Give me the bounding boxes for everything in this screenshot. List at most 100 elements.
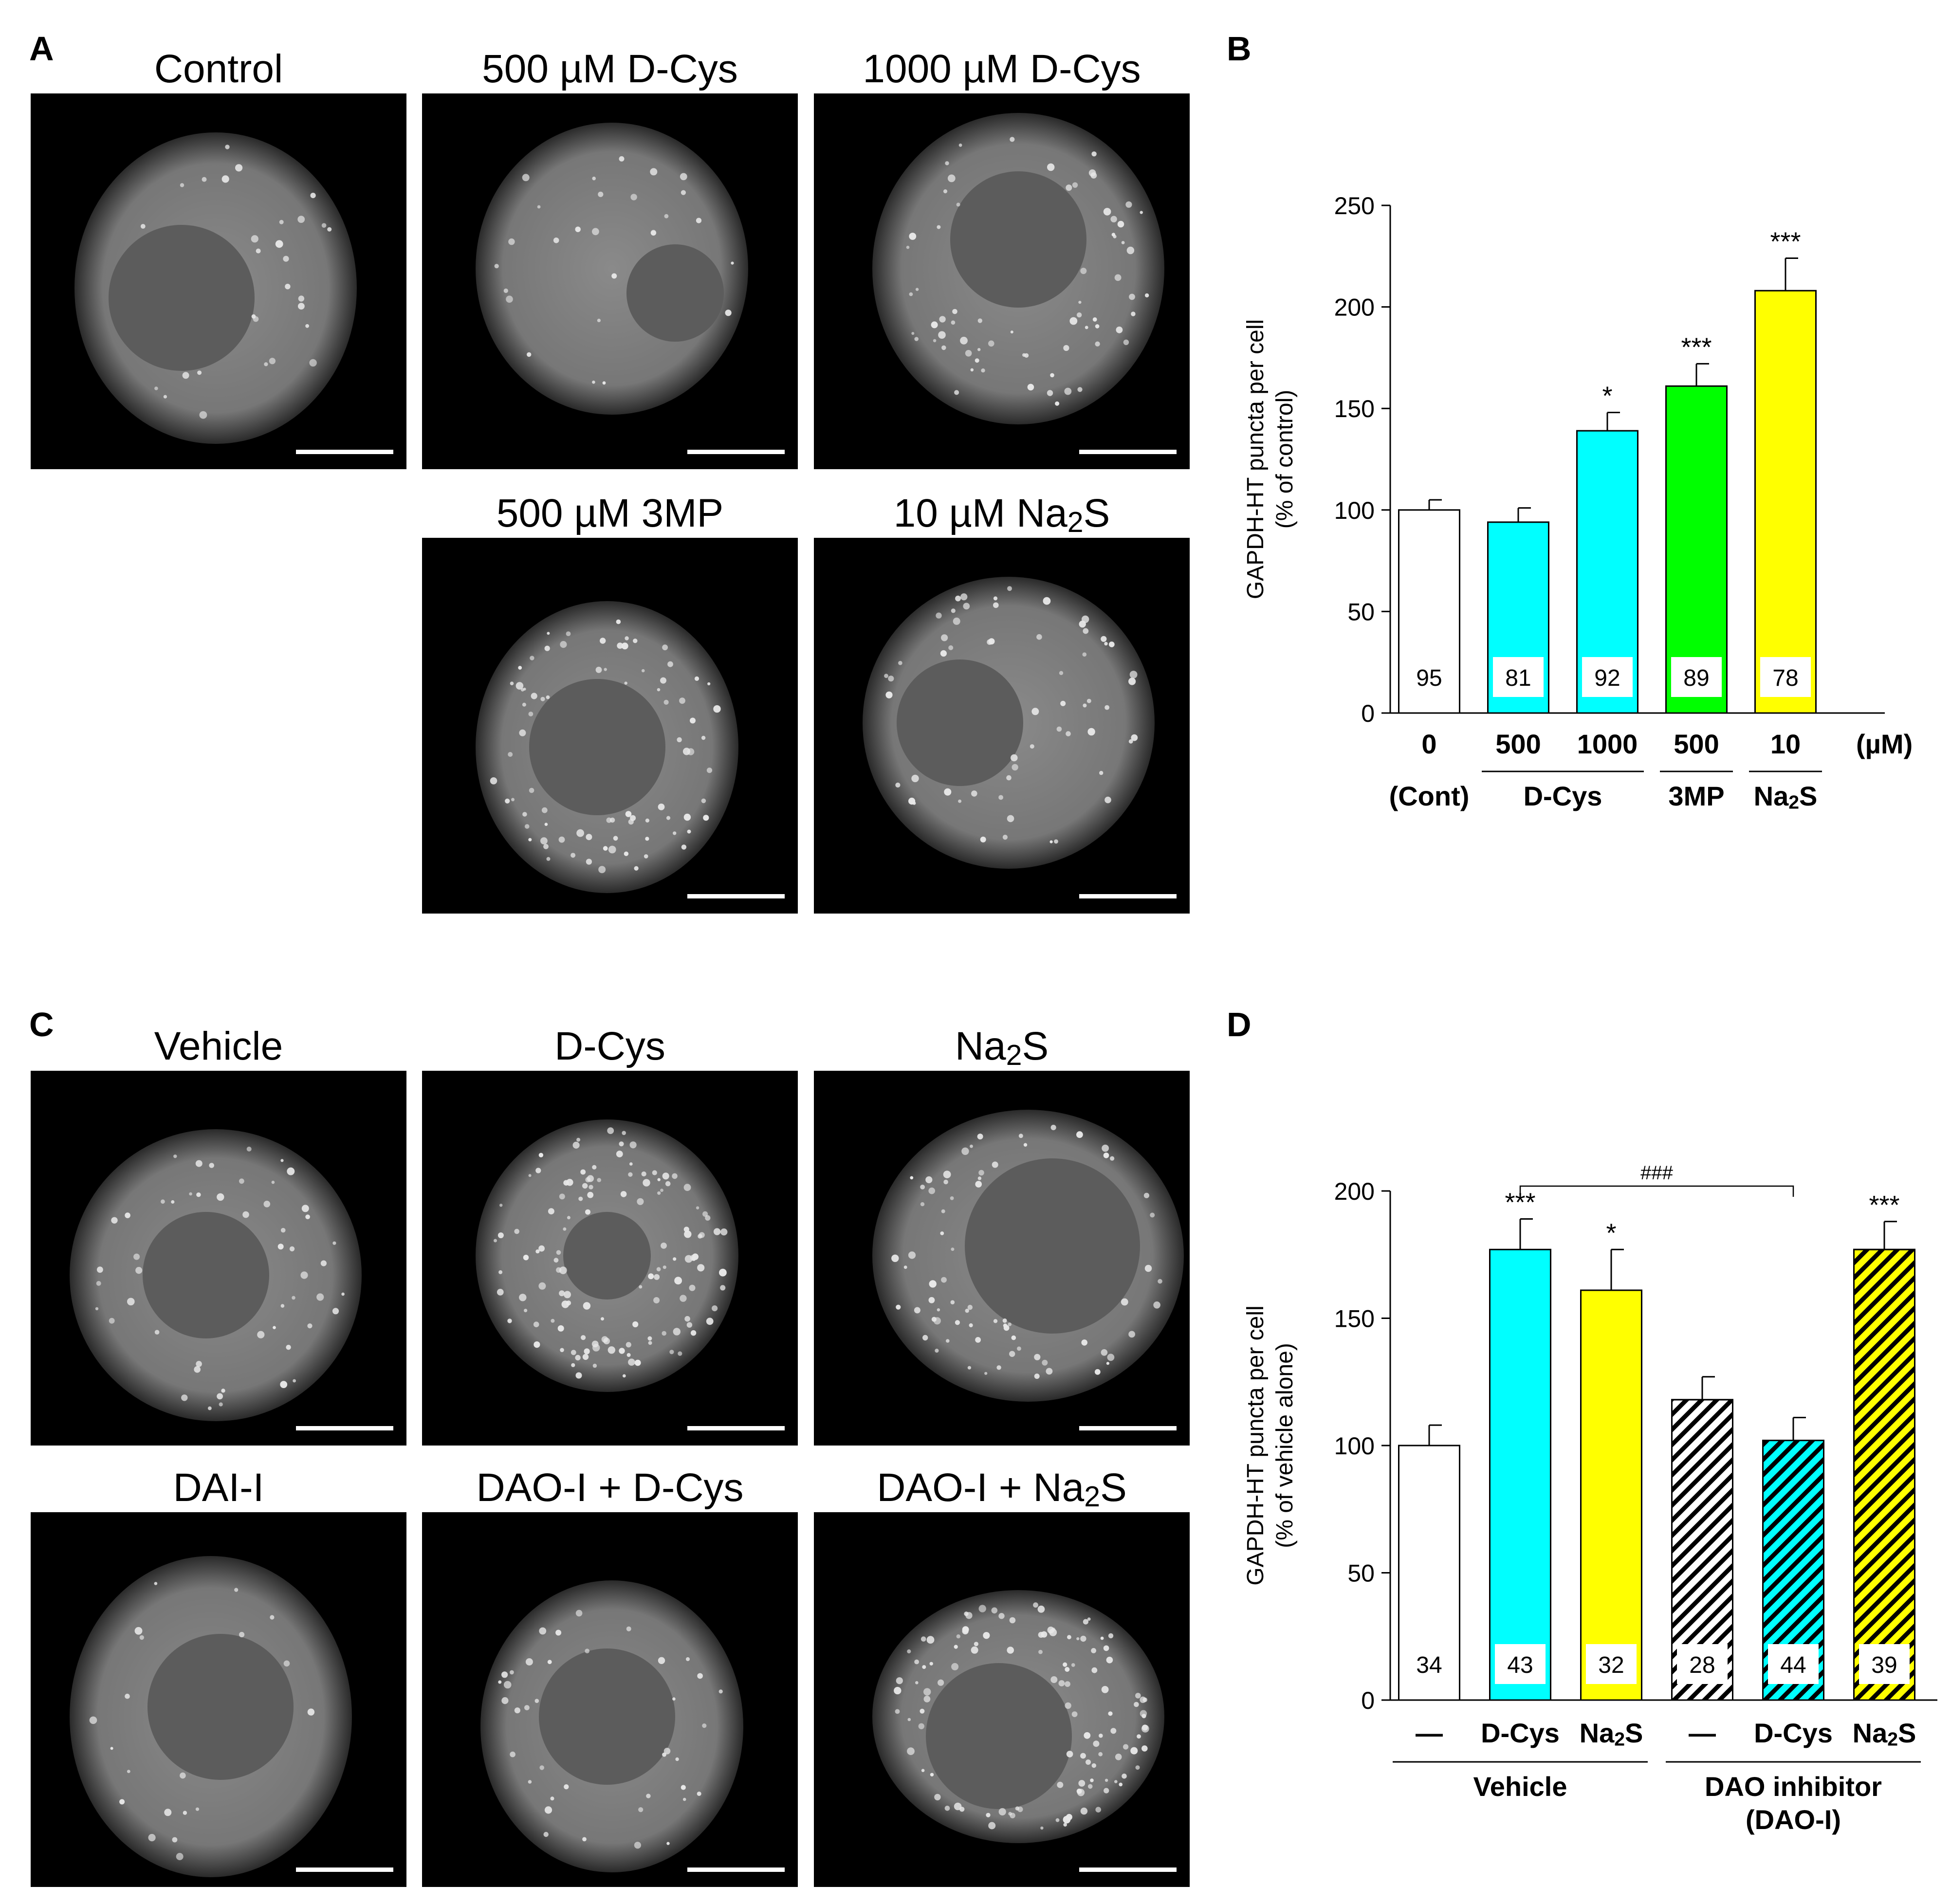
- bar: [1580, 1289, 1642, 1701]
- x-tick-label: 10: [1770, 729, 1801, 759]
- micrograph-daoi-na2s: [814, 1512, 1190, 1887]
- y-axis-label: GAPDH-HT puncta per cell (% of vehicle al…: [1243, 1305, 1298, 1585]
- n-box: [1859, 1644, 1910, 1684]
- group-label-line2: (DAO-I): [1746, 1804, 1841, 1835]
- scale-bar: [1079, 894, 1177, 898]
- image-title-control: Control: [154, 47, 283, 91]
- scale-bar: [1079, 1867, 1177, 1872]
- y-tick-label: 50: [1347, 598, 1375, 625]
- n-box: [1495, 1644, 1546, 1684]
- micrograph-dcys: [422, 1071, 798, 1446]
- x-tick-label: 0: [1421, 729, 1436, 759]
- y-axis-label: GAPDH-HT puncta per cell (% of control): [1243, 319, 1298, 599]
- panel-letter-d: D: [1227, 1006, 1252, 1044]
- group-label: D-Cys: [1524, 781, 1602, 811]
- scale-bar: [296, 1426, 393, 1430]
- significance-mark: *: [1602, 382, 1612, 411]
- panel-letter-a: A: [29, 30, 54, 68]
- y-tick-label: 150: [1334, 395, 1375, 422]
- y-axis-label-line1: GAPDH-HT puncta per cell: [1243, 1305, 1269, 1585]
- x-tick-label: —: [1689, 1718, 1716, 1748]
- significance-mark: *: [1606, 1218, 1616, 1247]
- image-title-daoi-dcys: DAO-I + D-Cys: [476, 1465, 744, 1510]
- image-title-vehicle: Vehicle: [154, 1024, 283, 1068]
- group-label: Na2S: [1754, 781, 1818, 813]
- micrograph-1000-dcys: [814, 93, 1190, 469]
- y-tick-label: 100: [1334, 497, 1375, 524]
- bar-hatch: [1853, 1248, 1915, 1701]
- n-label: 39: [1871, 1652, 1897, 1678]
- group-label: DAO inhibitor: [1705, 1771, 1882, 1802]
- bar: [1489, 1248, 1551, 1701]
- y-tick-label: 150: [1334, 1305, 1375, 1333]
- image-title-dai-i: DAI-I: [173, 1465, 264, 1510]
- micrograph-10-na2s: [814, 538, 1190, 914]
- x-tick-label: Na2S: [1853, 1718, 1916, 1750]
- scale-bar: [296, 450, 393, 454]
- y-tick-label: 0: [1361, 700, 1375, 727]
- group-label: Vehicle: [1473, 1771, 1567, 1802]
- n-label: 95: [1416, 665, 1442, 691]
- image-title-500-3mp: 500 µM 3MP: [496, 491, 724, 535]
- n-box: [1671, 657, 1722, 697]
- scale-bar: [296, 1867, 393, 1872]
- micrograph-daoi-dcys: [422, 1512, 798, 1887]
- x-tick-label: D-Cys: [1754, 1718, 1833, 1748]
- significance-mark: ***: [1681, 332, 1712, 362]
- y-axis-label-line2: (% of vehicle alone): [1272, 1343, 1298, 1548]
- image-title-na2s: Na2S: [955, 1024, 1049, 1071]
- n-box: [1404, 657, 1454, 697]
- x-tick-label: Na2S: [1580, 1718, 1643, 1750]
- n-label: 81: [1505, 665, 1531, 691]
- significance-mark: ***: [1869, 1190, 1899, 1220]
- panel-letter-c: C: [29, 1006, 54, 1044]
- group-label: 3MP: [1668, 781, 1724, 811]
- scale-bar: [1079, 1426, 1177, 1430]
- image-title-1000-dcys: 1000 µM D-Cys: [863, 47, 1141, 91]
- n-box: [1768, 1644, 1819, 1684]
- n-label: 92: [1594, 665, 1620, 691]
- y-tick-label: 50: [1347, 1560, 1375, 1587]
- panel-letter-b: B: [1227, 30, 1252, 68]
- n-label: 28: [1689, 1652, 1715, 1678]
- n-label: 78: [1772, 665, 1798, 691]
- image-title-500-dcys: 500 µM D-Cys: [482, 47, 738, 91]
- chart-d: 0 50 100 150 200 GAPDH-HT puncta per cell (% o…: [1243, 1162, 1937, 1835]
- n-label: 43: [1507, 1652, 1533, 1678]
- y-tick-label: 200: [1334, 294, 1375, 321]
- x-tick-label: 500: [1495, 729, 1541, 759]
- micrograph-dai-i: [31, 1512, 406, 1887]
- y-axis-label-line1: GAPDH-HT puncta per cell: [1243, 319, 1269, 599]
- bar: [1754, 290, 1817, 714]
- scale-bar: [687, 894, 785, 898]
- micrograph-na2s: [814, 1071, 1190, 1446]
- micrograph-500-dcys: [422, 93, 798, 469]
- y-tick-label: 250: [1334, 192, 1375, 220]
- y-tick-label: 100: [1334, 1432, 1375, 1460]
- image-title-10-na2s: 10 µM Na2S: [893, 491, 1110, 538]
- comparison-label: ###: [1640, 1162, 1673, 1184]
- n-box: [1586, 1644, 1637, 1684]
- n-label: 34: [1416, 1652, 1442, 1678]
- n-label: 44: [1780, 1652, 1806, 1678]
- x-tick-label: 1000: [1577, 729, 1638, 759]
- n-label: 32: [1598, 1652, 1624, 1678]
- micrograph-500-3mp: [422, 538, 798, 914]
- n-box: [1404, 1644, 1454, 1684]
- y-tick-label: 0: [1361, 1687, 1375, 1714]
- image-title-daoi-na2s: DAO-I + Na2S: [877, 1465, 1127, 1513]
- image-title-dcys: D-Cys: [554, 1024, 665, 1068]
- x-tick-label: —: [1416, 1718, 1443, 1748]
- scale-bar: [1079, 450, 1177, 454]
- scale-bar: [687, 1426, 785, 1430]
- x-tick-label: D-Cys: [1481, 1718, 1560, 1748]
- y-tick-label: 200: [1334, 1178, 1375, 1205]
- micrograph-control: [31, 93, 406, 469]
- unit-label: (µM): [1856, 729, 1913, 759]
- n-box: [1677, 1644, 1728, 1684]
- y-axis-label-line2: (% of control): [1272, 390, 1298, 529]
- group-label: (Cont): [1389, 781, 1470, 811]
- n-box: [1760, 657, 1811, 697]
